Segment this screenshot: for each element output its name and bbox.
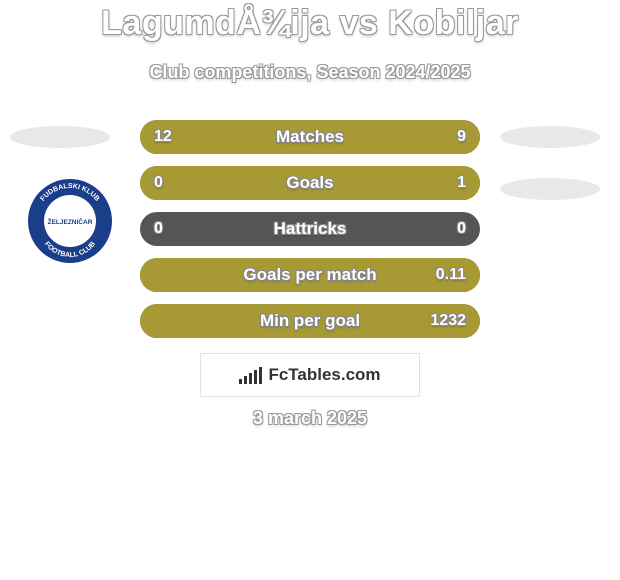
stat-value-right: 0.11 bbox=[436, 258, 466, 292]
team-right-logo-placeholder-2 bbox=[500, 178, 600, 200]
team-right-logo-placeholder-1 bbox=[500, 126, 600, 148]
stat-value-right: 0 bbox=[457, 212, 466, 246]
stat-label: Goals per match bbox=[140, 258, 480, 292]
branding-box: FcTables.com bbox=[200, 353, 420, 397]
stat-value-left: 0 bbox=[154, 166, 163, 200]
stat-label: Matches bbox=[140, 120, 480, 154]
stat-label: Hattricks bbox=[140, 212, 480, 246]
stat-value-right: 1 bbox=[457, 166, 466, 200]
team-left-badge: FUDBALSKI KLUB FOOTBALL CLUB ŽELJEZNIČAR bbox=[25, 176, 115, 266]
branding-text: FcTables.com bbox=[268, 365, 380, 385]
stat-value-left: 0 bbox=[154, 212, 163, 246]
stat-row: Goals per match0.11 bbox=[140, 258, 480, 292]
stat-row: Min per goal1232 bbox=[140, 304, 480, 338]
bar-chart-icon bbox=[239, 366, 262, 384]
stat-label: Goals bbox=[140, 166, 480, 200]
stat-row: Hattricks0 0 bbox=[140, 212, 480, 246]
stat-row: Matches12 9 bbox=[140, 120, 480, 154]
stat-value-left: 12 bbox=[154, 120, 172, 154]
team-left-logo-placeholder bbox=[10, 126, 110, 148]
stat-label: Min per goal bbox=[140, 304, 480, 338]
stat-row: Goals0 1 bbox=[140, 166, 480, 200]
date-label: 3 march 2025 bbox=[0, 408, 620, 429]
page-title: LagumdÅ¾ija vs Kobiljar bbox=[0, 4, 620, 43]
club-badge-icon: FUDBALSKI KLUB FOOTBALL CLUB ŽELJEZNIČAR bbox=[25, 176, 115, 266]
stat-value-right: 9 bbox=[457, 120, 466, 154]
stat-value-right: 1232 bbox=[430, 304, 466, 338]
comparison-infographic: LagumdÅ¾ija vs Kobiljar Club competition… bbox=[0, 0, 620, 580]
svg-text:ŽELJEZNIČAR: ŽELJEZNIČAR bbox=[48, 217, 93, 226]
subtitle: Club competitions, Season 2024/2025 bbox=[0, 62, 620, 83]
